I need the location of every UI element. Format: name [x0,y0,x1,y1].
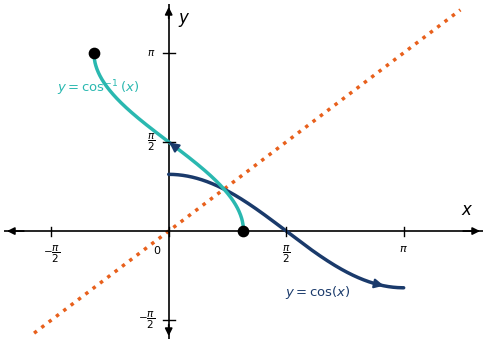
Text: $\dfrac{\pi}{2}$: $\dfrac{\pi}{2}$ [282,244,290,265]
Text: $y = \cos(x)$: $y = \cos(x)$ [284,284,350,301]
Text: $y = \cos^{-1}(x)$: $y = \cos^{-1}(x)$ [56,78,139,98]
Text: $\pi$: $\pi$ [147,48,155,58]
Text: $y$: $y$ [178,11,190,29]
Text: $x$: $x$ [462,201,474,218]
Point [90,50,98,56]
Text: $0$: $0$ [153,244,162,256]
Text: $\dfrac{\pi}{2}$: $\dfrac{\pi}{2}$ [147,131,155,153]
Text: $-\dfrac{\pi}{2}$: $-\dfrac{\pi}{2}$ [138,309,155,331]
Text: $-\dfrac{\pi}{2}$: $-\dfrac{\pi}{2}$ [42,244,60,265]
Point [240,228,247,234]
Text: $\pi$: $\pi$ [399,244,408,253]
